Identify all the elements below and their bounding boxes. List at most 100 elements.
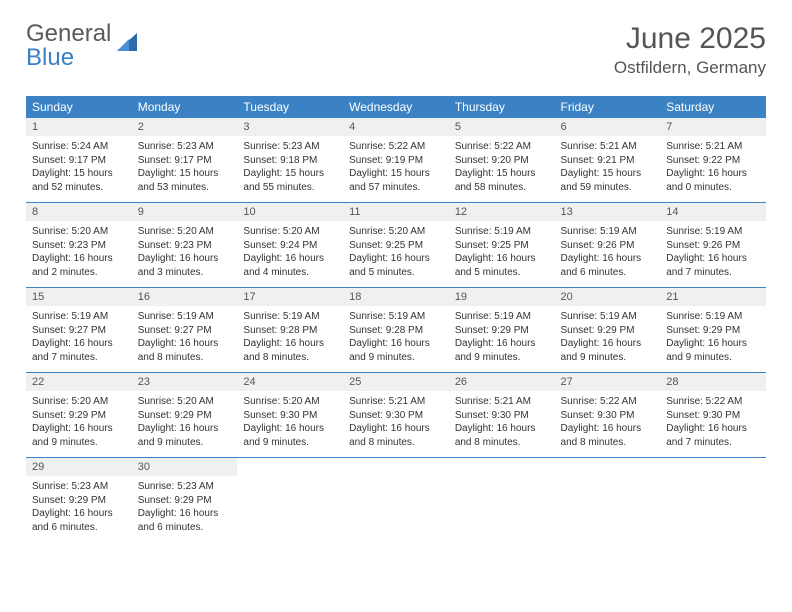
day-content-cell: Sunrise: 5:19 AMSunset: 9:28 PMDaylight:… [237, 306, 343, 373]
month-title: June 2025 [614, 22, 766, 56]
sunset-text: Sunset: 9:25 PM [349, 239, 443, 253]
daylight-text: Daylight: 15 hours and 53 minutes. [138, 167, 232, 194]
sunrise-text: Sunrise: 5:19 AM [561, 310, 655, 324]
sunrise-text: Sunrise: 5:19 AM [666, 225, 760, 239]
sunset-text: Sunset: 9:30 PM [243, 409, 337, 423]
calendar-table: Sunday Monday Tuesday Wednesday Thursday… [26, 96, 766, 542]
sunrise-text: Sunrise: 5:19 AM [32, 310, 126, 324]
day-content-cell: Sunrise: 5:19 AMSunset: 9:29 PMDaylight:… [449, 306, 555, 373]
day-number-cell: 21 [660, 288, 766, 307]
sunset-text: Sunset: 9:27 PM [138, 324, 232, 338]
sunset-text: Sunset: 9:26 PM [561, 239, 655, 253]
sunset-text: Sunset: 9:29 PM [138, 494, 232, 508]
sunset-text: Sunset: 9:25 PM [455, 239, 549, 253]
weekday-header-row: Sunday Monday Tuesday Wednesday Thursday… [26, 96, 766, 118]
daylight-text: Daylight: 16 hours and 8 minutes. [243, 337, 337, 364]
day-number-cell: 12 [449, 203, 555, 222]
sunset-text: Sunset: 9:28 PM [243, 324, 337, 338]
logo-word1: General [26, 20, 111, 47]
day-number-cell: 6 [555, 118, 661, 136]
day-number-cell: 18 [343, 288, 449, 307]
sunset-text: Sunset: 9:19 PM [349, 154, 443, 168]
daylight-text: Daylight: 16 hours and 9 minutes. [349, 337, 443, 364]
day-number-cell: 28 [660, 373, 766, 392]
day-number-row: 1234567 [26, 118, 766, 136]
day-number-cell: 15 [26, 288, 132, 307]
daylight-text: Daylight: 16 hours and 5 minutes. [349, 252, 443, 279]
daylight-text: Daylight: 16 hours and 8 minutes. [561, 422, 655, 449]
sunset-text: Sunset: 9:17 PM [138, 154, 232, 168]
day-number-cell: 7 [660, 118, 766, 136]
day-number-cell: 14 [660, 203, 766, 222]
day-content-cell: Sunrise: 5:19 AMSunset: 9:29 PMDaylight:… [660, 306, 766, 373]
day-content-cell: Sunrise: 5:23 AMSunset: 9:29 PMDaylight:… [132, 476, 238, 542]
day-number-cell: 4 [343, 118, 449, 136]
sunset-text: Sunset: 9:26 PM [666, 239, 760, 253]
day-number-cell: 2 [132, 118, 238, 136]
sunrise-text: Sunrise: 5:23 AM [138, 140, 232, 154]
daylight-text: Daylight: 15 hours and 59 minutes. [561, 167, 655, 194]
day-content-row: Sunrise: 5:20 AMSunset: 9:23 PMDaylight:… [26, 221, 766, 288]
sunrise-text: Sunrise: 5:21 AM [666, 140, 760, 154]
sunset-text: Sunset: 9:30 PM [455, 409, 549, 423]
day-number-row: 15161718192021 [26, 288, 766, 307]
sunset-text: Sunset: 9:29 PM [138, 409, 232, 423]
day-number-cell: 1 [26, 118, 132, 136]
sunrise-text: Sunrise: 5:22 AM [561, 395, 655, 409]
day-content-cell: Sunrise: 5:21 AMSunset: 9:21 PMDaylight:… [555, 136, 661, 203]
day-number-cell [555, 458, 661, 477]
day-number-cell: 30 [132, 458, 238, 477]
daylight-text: Daylight: 16 hours and 0 minutes. [666, 167, 760, 194]
sunset-text: Sunset: 9:20 PM [455, 154, 549, 168]
day-number-cell: 10 [237, 203, 343, 222]
sunrise-text: Sunrise: 5:22 AM [349, 140, 443, 154]
day-content-cell [343, 476, 449, 542]
daylight-text: Daylight: 16 hours and 8 minutes. [349, 422, 443, 449]
weekday-header: Friday [555, 96, 661, 118]
sunrise-text: Sunrise: 5:20 AM [349, 225, 443, 239]
daylight-text: Daylight: 16 hours and 9 minutes. [455, 337, 549, 364]
sunrise-text: Sunrise: 5:20 AM [138, 395, 232, 409]
sunset-text: Sunset: 9:29 PM [32, 409, 126, 423]
day-content-cell [449, 476, 555, 542]
day-number-cell: 26 [449, 373, 555, 392]
sunrise-text: Sunrise: 5:19 AM [349, 310, 443, 324]
logo-word2: Blue [26, 44, 74, 71]
day-number-cell: 13 [555, 203, 661, 222]
day-number-cell [660, 458, 766, 477]
day-content-cell: Sunrise: 5:23 AMSunset: 9:18 PMDaylight:… [237, 136, 343, 203]
logo-sail-icon [115, 31, 141, 62]
day-content-row: Sunrise: 5:23 AM Sunset: 9:29 PM Daylight:… [26, 476, 766, 542]
day-content-cell: Sunrise: 5:19 AMSunset: 9:26 PMDaylight:… [660, 221, 766, 288]
daylight-text: Daylight: 16 hours and 9 minutes. [138, 422, 232, 449]
day-number-cell [343, 458, 449, 477]
daylight-text: Daylight: 16 hours and 6 minutes. [561, 252, 655, 279]
day-content-row: Sunrise: 5:24 AMSunset: 9:17 PMDaylight:… [26, 136, 766, 203]
daylight-text: Daylight: 16 hours and 8 minutes. [455, 422, 549, 449]
day-number-row: 22232425262728 [26, 373, 766, 392]
sunrise-text: Sunrise: 5:21 AM [455, 395, 549, 409]
sunset-text: Sunset: 9:18 PM [243, 154, 337, 168]
day-content-row: Sunrise: 5:19 AMSunset: 9:27 PMDaylight:… [26, 306, 766, 373]
sunrise-text: Sunrise: 5:19 AM [138, 310, 232, 324]
weekday-header: Tuesday [237, 96, 343, 118]
day-content-cell: Sunrise: 5:20 AMSunset: 9:23 PMDaylight:… [26, 221, 132, 288]
day-number-cell: 8 [26, 203, 132, 222]
sunrise-text: Sunrise: 5:24 AM [32, 140, 126, 154]
day-content-cell [555, 476, 661, 542]
day-number-cell: 23 [132, 373, 238, 392]
day-content-cell: Sunrise: 5:20 AMSunset: 9:24 PMDaylight:… [237, 221, 343, 288]
sunset-text: Sunset: 9:29 PM [561, 324, 655, 338]
sunset-text: Sunset: 9:28 PM [349, 324, 443, 338]
day-content-cell: Sunrise: 5:20 AMSunset: 9:23 PMDaylight:… [132, 221, 238, 288]
daylight-text: Daylight: 16 hours and 6 minutes. [32, 507, 126, 534]
daylight-text: Daylight: 15 hours and 52 minutes. [32, 167, 126, 194]
weekday-header: Wednesday [343, 96, 449, 118]
day-number-cell [237, 458, 343, 477]
sunrise-text: Sunrise: 5:23 AM [243, 140, 337, 154]
day-number-cell: 3 [237, 118, 343, 136]
day-number-cell: 29 [26, 458, 132, 477]
day-content-cell [660, 476, 766, 542]
sunrise-text: Sunrise: 5:23 AM [32, 480, 126, 494]
day-content-cell: Sunrise: 5:19 AMSunset: 9:28 PMDaylight:… [343, 306, 449, 373]
